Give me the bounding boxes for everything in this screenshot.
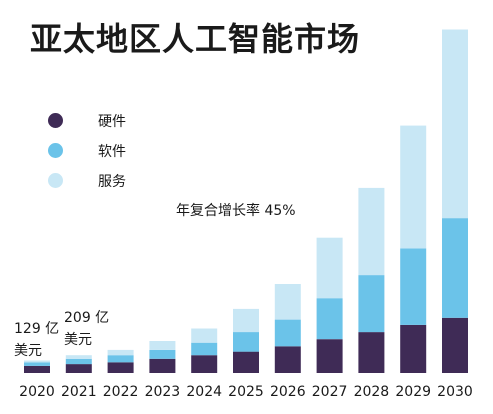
bar-2030-hardware bbox=[442, 317, 468, 373]
bar-2025-hardware bbox=[233, 351, 259, 373]
x-tick-2021: 2021 bbox=[61, 384, 97, 400]
value-2020-line2: 美元 bbox=[14, 343, 42, 359]
bar-2020-software bbox=[24, 362, 50, 366]
bar-2024-software bbox=[191, 342, 218, 356]
legend-label-services: 服务 bbox=[98, 174, 126, 190]
bar-2028-software bbox=[358, 275, 385, 333]
legend: 硬件 软件 服务 bbox=[44, 110, 164, 200]
bar-2027-software bbox=[316, 298, 343, 340]
bar-2023-hardware bbox=[149, 358, 176, 373]
x-tick-2028: 2028 bbox=[354, 384, 390, 400]
bar-2029-software bbox=[400, 248, 427, 325]
bar-2025-software bbox=[233, 332, 259, 352]
bar-2021-software bbox=[65, 358, 92, 365]
legend-swatch-services bbox=[48, 173, 63, 188]
bar-2021-hardware bbox=[65, 364, 92, 373]
bar-2028-hardware bbox=[358, 332, 385, 373]
legend-swatch-software bbox=[48, 143, 63, 158]
x-tick-2023: 2023 bbox=[145, 384, 181, 400]
x-tick-2027: 2027 bbox=[312, 384, 348, 400]
x-tick-2030: 2030 bbox=[437, 384, 473, 400]
legend-item-services: 服务 bbox=[44, 170, 164, 200]
x-tick-2022: 2022 bbox=[103, 384, 139, 400]
legend-label-hardware: 硬件 bbox=[98, 114, 126, 130]
bar-2022-hardware bbox=[107, 362, 134, 373]
bar-2026-hardware bbox=[274, 346, 301, 373]
legend-swatch-hardware bbox=[48, 113, 63, 128]
bar-2028-services bbox=[358, 187, 385, 276]
bar-2029-hardware bbox=[400, 324, 427, 373]
x-tick-2024: 2024 bbox=[186, 384, 222, 400]
chart-title: 亚太地区人工智能市场 bbox=[30, 20, 361, 58]
bar-2021-services bbox=[65, 355, 92, 359]
bar-2027-hardware bbox=[316, 339, 343, 373]
bar-2020-services bbox=[24, 360, 50, 363]
value-2020-line1: 129 亿 bbox=[14, 321, 60, 337]
bar-2022-software bbox=[107, 355, 134, 363]
legend-item-hardware: 硬件 bbox=[44, 110, 164, 140]
x-tick-2026: 2026 bbox=[270, 384, 306, 400]
value-2021-line1: 209 亿 bbox=[64, 310, 110, 326]
x-tick-2025: 2025 bbox=[228, 384, 264, 400]
x-tick-2029: 2029 bbox=[395, 384, 431, 400]
bar-2027-services bbox=[316, 237, 343, 299]
bar-2024-services bbox=[191, 328, 218, 343]
bars-layer bbox=[24, 29, 468, 373]
bar-2026-services bbox=[274, 284, 301, 320]
bar-2024-hardware bbox=[191, 355, 218, 373]
x-tick-2020: 2020 bbox=[19, 384, 55, 400]
bar-2030-software bbox=[442, 218, 468, 318]
bar-2023-services bbox=[149, 341, 176, 350]
bar-2025-services bbox=[233, 308, 259, 332]
bar-2022-services bbox=[107, 349, 134, 356]
x-tick-labels: 2020 2021 2022 2023 2024 2025 2026 2027 2028 2029… bbox=[19, 384, 473, 400]
bar-2030-services bbox=[442, 29, 468, 219]
bar-2023-software bbox=[149, 349, 176, 359]
legend-item-software: 软件 bbox=[44, 140, 164, 170]
value-2021-line2: 美元 bbox=[64, 332, 92, 348]
bar-2020-hardware bbox=[24, 365, 50, 373]
bar-2029-services bbox=[400, 125, 427, 249]
bar-2026-software bbox=[274, 319, 301, 347]
cagr-annotation: 年复合增长率 45% bbox=[176, 203, 296, 219]
legend-label-software: 软件 bbox=[98, 144, 126, 160]
